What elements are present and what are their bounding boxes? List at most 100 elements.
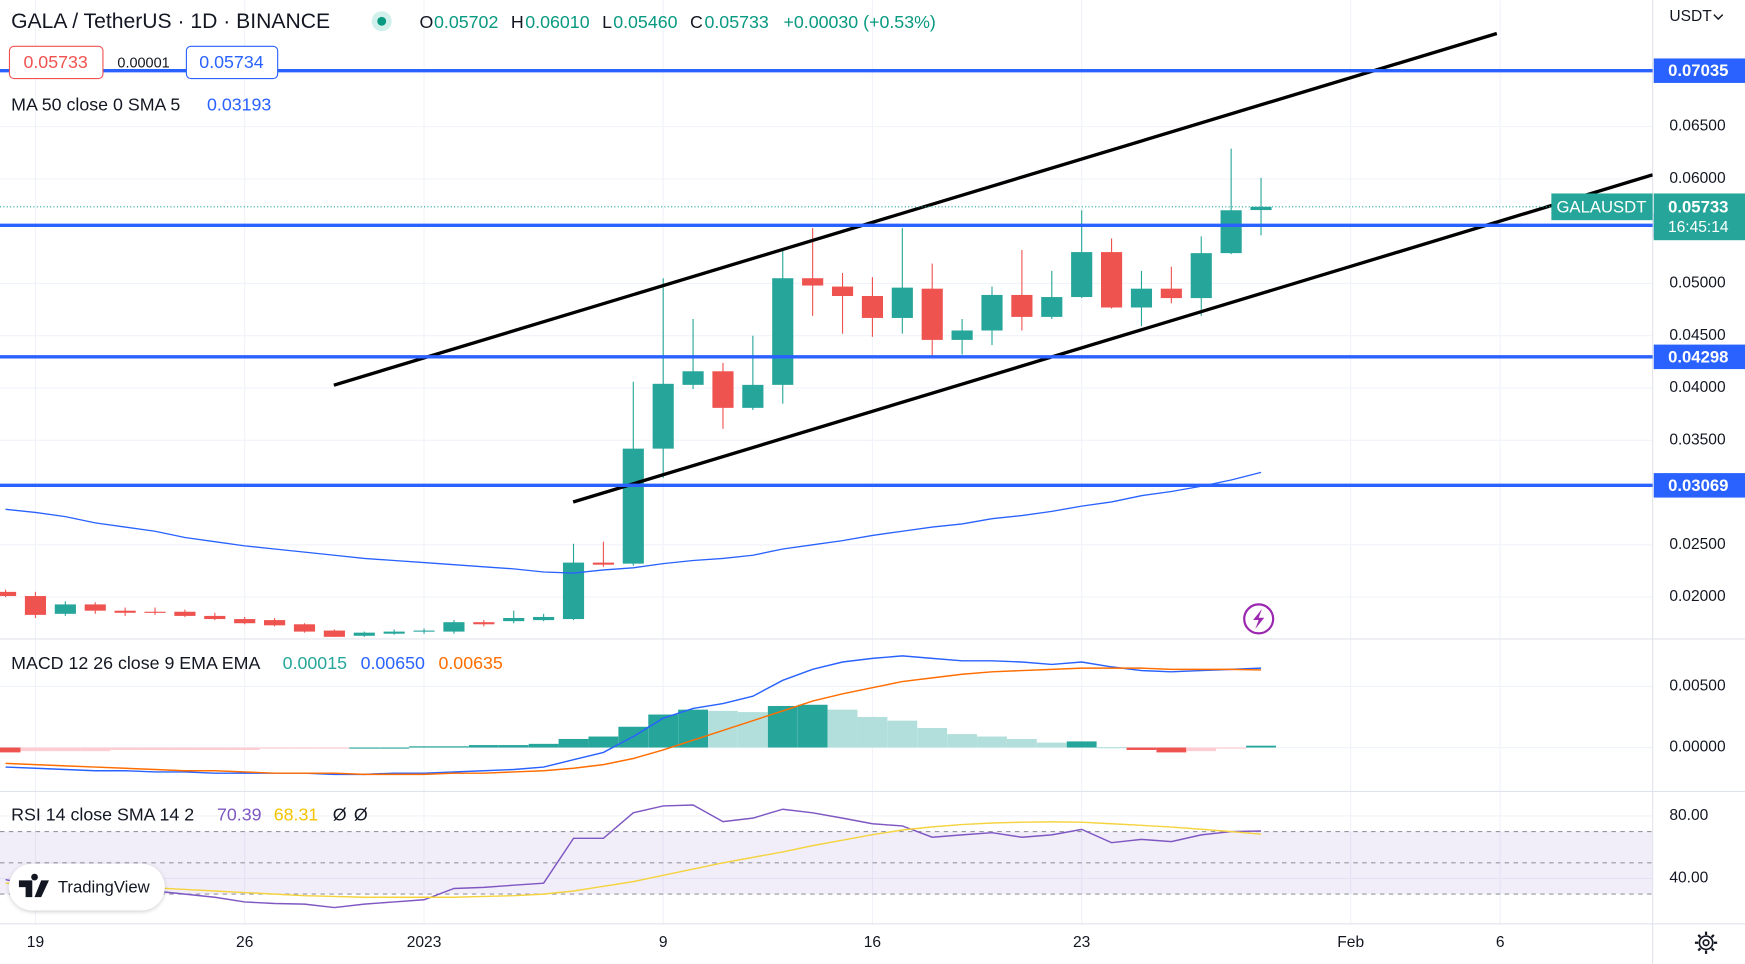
macd-histogram-bar xyxy=(110,747,141,750)
macd-histogram-bar xyxy=(1006,738,1037,748)
macd-histogram-bar xyxy=(857,716,888,748)
high-value: 0.06010 xyxy=(525,12,589,32)
macd-histogram-bar xyxy=(648,714,679,748)
open-value: 0.05702 xyxy=(434,12,498,32)
candle-body xyxy=(204,615,226,620)
candle-body xyxy=(54,604,76,614)
watermark-box[interactable] xyxy=(8,863,165,911)
plot-layer xyxy=(0,148,1276,753)
grid-layer xyxy=(0,0,1653,924)
macd-histogram-bar xyxy=(289,747,320,749)
candle-body xyxy=(353,632,375,636)
x-tick-label: 16 xyxy=(864,934,881,951)
macd-histogram-bar xyxy=(439,746,469,748)
macd-histogram-bar xyxy=(0,747,21,753)
high-prefix: H xyxy=(511,12,524,32)
x-tick-label: 2023 xyxy=(407,934,442,951)
events-icon-bolt[interactable] xyxy=(1253,608,1265,629)
change-value: +0.00030 (+0.53%) xyxy=(783,12,935,32)
gear-hub[interactable] xyxy=(1702,939,1710,947)
macd-histogram-bar xyxy=(379,747,410,749)
macd-histogram-bar xyxy=(887,720,918,748)
macd-histogram-bar xyxy=(917,727,948,748)
macd-histogram-bar xyxy=(588,736,619,748)
macd-signal-value: 0.00635 xyxy=(438,653,502,673)
candle-body xyxy=(503,618,525,622)
watermark-bg[interactable] xyxy=(8,863,165,911)
candle-body xyxy=(921,288,943,340)
y-tick-label: 0.03500 xyxy=(1669,431,1726,448)
candle-body xyxy=(1011,294,1033,317)
open-prefix: O xyxy=(420,12,434,32)
level-label-bg xyxy=(1653,58,1745,83)
candle-body xyxy=(592,562,614,565)
overlay-layer xyxy=(0,69,1653,909)
watermark-logo[interactable] xyxy=(18,873,49,898)
macd-line xyxy=(5,655,1262,776)
candle-body xyxy=(861,295,884,318)
macd-histogram-bar xyxy=(827,709,858,748)
symbol-label: GALAUSDT xyxy=(1556,197,1646,216)
candle-body xyxy=(1190,253,1212,299)
candle-body xyxy=(293,624,316,632)
close-value: 0.05733 xyxy=(704,12,768,32)
macd-histogram-bar xyxy=(409,746,439,748)
rsi-extra-label: Ø xyxy=(333,805,347,825)
gear-ring[interactable] xyxy=(1698,935,1714,951)
x-tick-label: 19 xyxy=(27,934,44,951)
candle-body xyxy=(622,448,644,564)
candle-body xyxy=(24,596,47,615)
candle-body xyxy=(443,622,465,632)
candle-body xyxy=(1041,297,1063,317)
rsi-line xyxy=(5,804,1262,909)
rsi-extra-label: Ø xyxy=(354,805,368,825)
macd-histogram-bar xyxy=(528,743,559,748)
candle-body xyxy=(144,611,166,613)
macd-histogram-bar xyxy=(947,734,978,748)
macd-histogram-bar xyxy=(140,747,170,750)
level-label-bg xyxy=(1653,473,1745,498)
gear-teeth[interactable] xyxy=(1694,931,1718,954)
candle-body xyxy=(802,278,824,286)
x-tick-label: 6 xyxy=(1496,934,1505,951)
currency-chevron[interactable] xyxy=(1713,14,1724,21)
bid-price[interactable]: 0.05733 xyxy=(23,52,87,72)
macd-histogram-bar xyxy=(468,745,499,748)
symbol-label-bg xyxy=(1551,193,1653,221)
macd-histogram-bar xyxy=(199,747,230,750)
y-tick-label: 80.00 xyxy=(1669,807,1708,824)
level-label-bg xyxy=(1653,344,1745,370)
macd-histogram-bar xyxy=(1126,747,1157,750)
candle-body xyxy=(1220,210,1242,254)
macd-histogram-bar xyxy=(498,745,529,748)
candle-body xyxy=(772,278,794,385)
candle-body xyxy=(1160,288,1182,299)
buy-button[interactable] xyxy=(185,45,279,80)
macd-histogram-bar xyxy=(1246,745,1276,748)
sell-button[interactable] xyxy=(8,45,104,80)
macd-histogram-bar xyxy=(170,747,200,750)
level-label: 0.04298 xyxy=(1668,347,1728,366)
level-label: 0.07035 xyxy=(1668,61,1728,80)
last-price-bg xyxy=(1653,193,1745,241)
candle-body xyxy=(0,591,17,597)
watermark-text[interactable]: TradingView xyxy=(58,878,151,897)
x-tick-label: 23 xyxy=(1073,934,1090,951)
settings-button[interactable] xyxy=(1694,931,1718,954)
ask-price[interactable]: 0.05734 xyxy=(199,52,263,72)
macd-histogram-bar xyxy=(80,747,111,752)
rsi-legend-title: RSI 14 close SMA 14 2 xyxy=(11,805,194,825)
macd-histogram-bar xyxy=(767,705,798,748)
candle-body xyxy=(1071,252,1093,298)
low-value: 0.05460 xyxy=(613,12,677,32)
ma-legend-title: MA 50 close 0 SMA 5 xyxy=(11,95,180,115)
rsi-band xyxy=(0,831,1653,895)
rsi-value: 70.39 xyxy=(217,805,262,825)
candle-body xyxy=(951,330,973,340)
candle-body xyxy=(981,294,1003,331)
y-tick-label: 0.04000 xyxy=(1669,379,1726,396)
currency-selector[interactable]: USDT xyxy=(1669,8,1712,25)
macd-histogram-bar xyxy=(797,704,828,748)
x-tick-label: 9 xyxy=(659,934,668,951)
y-tick-label: 0.06500 xyxy=(1669,118,1726,135)
